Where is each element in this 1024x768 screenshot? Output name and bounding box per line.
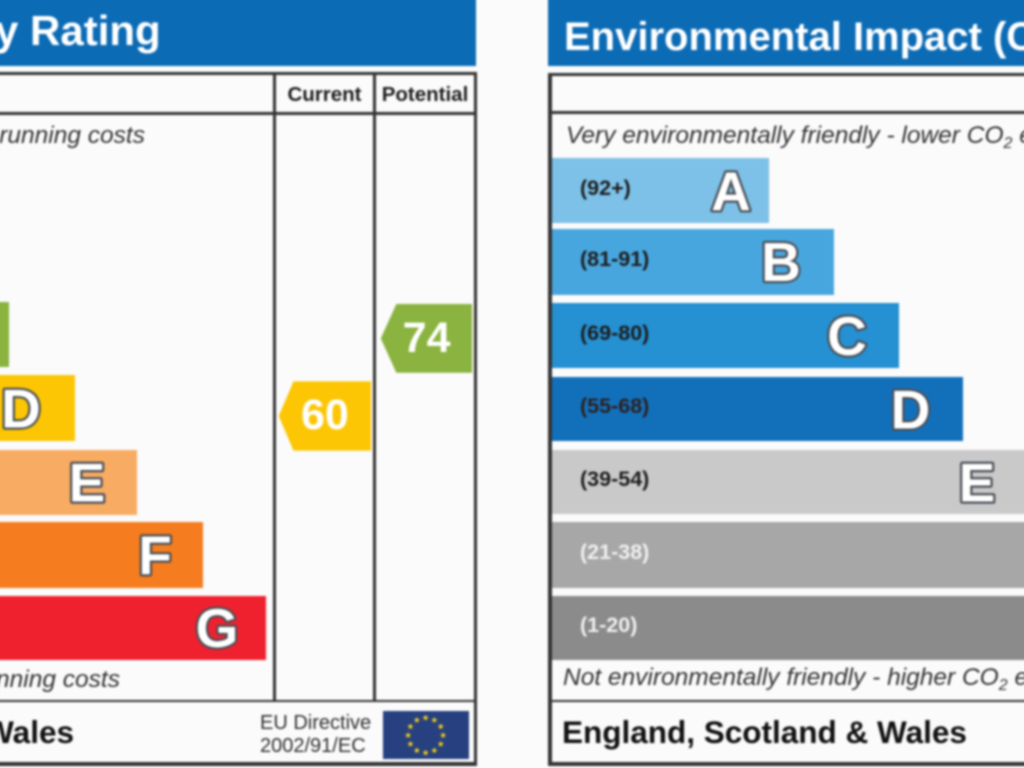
svg-text:B: B: [761, 231, 801, 293]
svg-text:D: D: [891, 378, 931, 440]
svg-text:E: E: [959, 451, 996, 513]
svg-text:C: C: [827, 305, 867, 367]
svg-text:D: D: [1, 377, 41, 439]
svg-text:A: A: [711, 160, 751, 222]
svg-text:G: G: [196, 597, 239, 659]
svg-text:F: F: [138, 525, 172, 587]
svg-text:E: E: [69, 452, 106, 514]
